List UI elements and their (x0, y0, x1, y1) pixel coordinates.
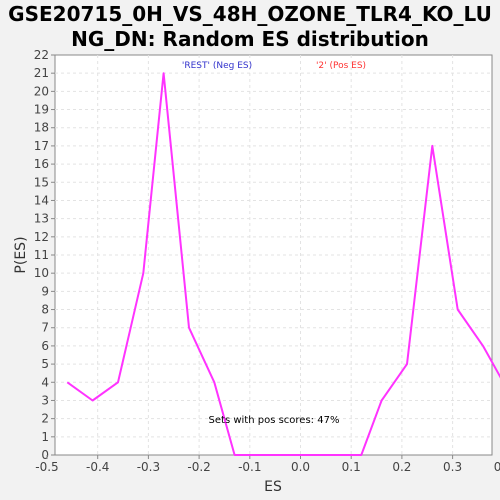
y-tick-label: 2 (41, 412, 49, 426)
y-tick-label: 17 (34, 139, 49, 153)
y-tick-label: 22 (34, 48, 49, 62)
y-tick-label: 13 (34, 212, 49, 226)
x-tick-label: 0.4 (494, 460, 500, 474)
y-tick-label: 20 (34, 84, 49, 98)
y-tick-label: 8 (41, 303, 49, 317)
y-tick-label: 4 (41, 375, 49, 389)
legend-neg-es: 'REST' (Neg ES) (182, 61, 252, 71)
y-tick-label: 14 (34, 193, 49, 207)
chart-title-line-2: NG_DN: Random ES distribution (71, 27, 429, 51)
y-tick-label: 9 (41, 284, 49, 298)
y-tick-label: 15 (34, 175, 49, 189)
y-tick-label: 0 (41, 448, 49, 462)
series-line (66, 72, 500, 456)
y-tick-label: 1 (41, 430, 49, 444)
x-tick-label: 0.2 (392, 460, 411, 474)
grid-lines (55, 55, 492, 455)
y-tick-label: 11 (34, 248, 49, 262)
y-tick-label: 10 (34, 266, 49, 280)
y-tick-label: 6 (41, 339, 49, 353)
y-tick-label: 7 (41, 321, 49, 335)
legend-pos-es: '2' (Pos ES) (316, 61, 366, 71)
y-tick-label: 18 (34, 121, 49, 135)
x-tick-label: -0.2 (187, 460, 210, 474)
y-axis-label: P(ES) (13, 236, 29, 273)
series-layer (66, 72, 500, 456)
x-axis-label: ES (264, 479, 282, 495)
pos-score-annotation: Sets with pos scores: 47% (209, 415, 340, 426)
y-tick-label: 5 (41, 357, 49, 371)
chart-title: GSE20715_0H_VS_48H_OZONE_TLR4_KO_LU NG_D… (0, 2, 500, 52)
x-tick-label: -0.5 (35, 460, 58, 474)
y-tick-label: 16 (34, 157, 49, 171)
x-tick-label: -0.4 (86, 460, 109, 474)
y-tick-label: 21 (34, 66, 49, 80)
x-axis-ticks: -0.5 -0.4 -0.3 -0.2 -0.1 0.0 0.1 0.2 0.3 0.4 (35, 455, 500, 474)
y-tick-label: 19 (34, 103, 49, 117)
x-tick-label: -0.3 (137, 460, 160, 474)
chart-title-line-1: GSE20715_0H_VS_48H_OZONE_TLR4_KO_LU (8, 2, 492, 26)
x-tick-label: -0.1 (238, 460, 261, 474)
x-tick-label: 0.1 (342, 460, 361, 474)
y-tick-label: 12 (34, 230, 49, 244)
x-tick-label: 0.0 (291, 460, 310, 474)
y-tick-label: 3 (41, 393, 49, 407)
x-tick-label: 0.3 (443, 460, 462, 474)
